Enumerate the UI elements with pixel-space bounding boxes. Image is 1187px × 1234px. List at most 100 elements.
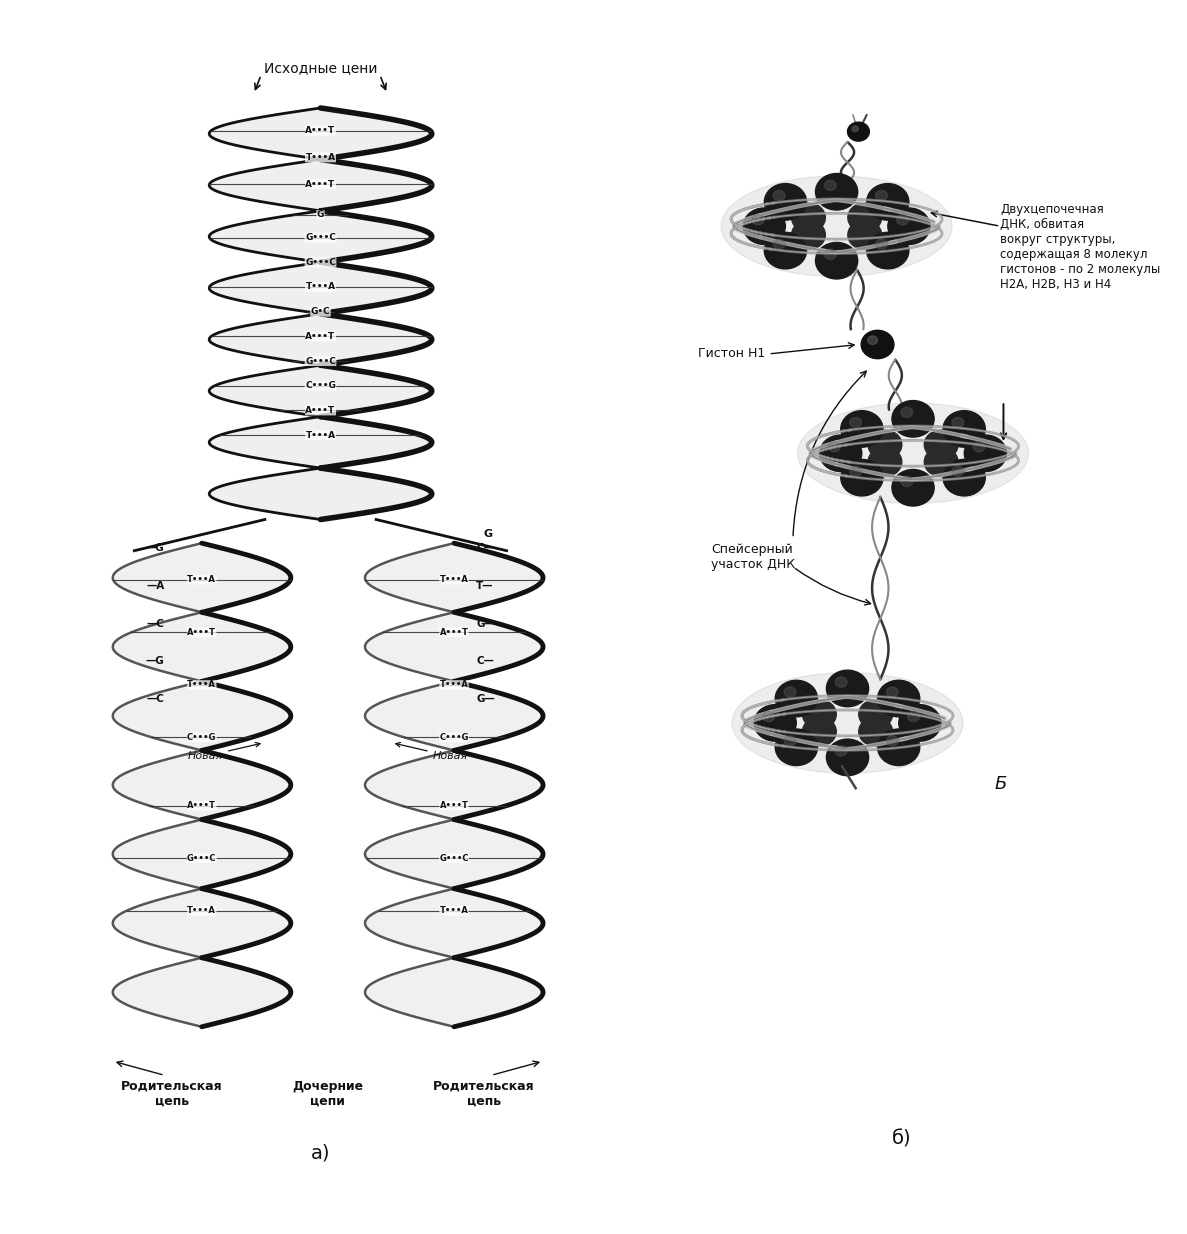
Circle shape bbox=[754, 705, 796, 742]
Polygon shape bbox=[113, 612, 291, 681]
Ellipse shape bbox=[798, 404, 1029, 503]
Text: A•••T: A•••T bbox=[305, 126, 336, 135]
Circle shape bbox=[819, 436, 862, 471]
Text: T•••A: T•••A bbox=[188, 680, 216, 690]
Polygon shape bbox=[366, 681, 542, 750]
Text: —G: —G bbox=[146, 543, 165, 553]
Polygon shape bbox=[113, 888, 291, 958]
Circle shape bbox=[867, 232, 909, 269]
Circle shape bbox=[785, 735, 796, 747]
Polygon shape bbox=[366, 819, 542, 888]
Circle shape bbox=[743, 209, 786, 244]
Text: —G: —G bbox=[146, 656, 165, 666]
Circle shape bbox=[877, 729, 920, 765]
Circle shape bbox=[925, 431, 958, 459]
Circle shape bbox=[868, 447, 902, 476]
Circle shape bbox=[773, 190, 785, 201]
Circle shape bbox=[887, 735, 899, 747]
Text: Гистон Н1: Гистон Н1 bbox=[698, 348, 766, 360]
Text: Исходные цени: Исходные цени bbox=[264, 60, 377, 75]
Text: —C: —C bbox=[147, 695, 165, 705]
Circle shape bbox=[826, 670, 869, 707]
Circle shape bbox=[908, 712, 920, 722]
Circle shape bbox=[964, 436, 1007, 471]
Text: —C: —C bbox=[147, 618, 165, 628]
Circle shape bbox=[891, 401, 934, 437]
Circle shape bbox=[973, 442, 985, 452]
Text: Родительская
цепь: Родительская цепь bbox=[121, 1080, 223, 1108]
Circle shape bbox=[836, 677, 848, 687]
Text: Дочерние
цепи: Дочерние цепи bbox=[292, 1080, 363, 1108]
Text: T•••A: T•••A bbox=[188, 575, 216, 585]
Text: A•••T: A•••T bbox=[188, 628, 216, 637]
Circle shape bbox=[775, 680, 818, 717]
Text: Новая: Новая bbox=[395, 743, 468, 761]
Circle shape bbox=[952, 466, 964, 476]
Circle shape bbox=[848, 204, 882, 232]
Circle shape bbox=[764, 184, 806, 220]
Text: T•••A: T•••A bbox=[439, 680, 469, 690]
Polygon shape bbox=[209, 159, 432, 211]
Circle shape bbox=[848, 122, 869, 141]
Polygon shape bbox=[113, 681, 291, 750]
Circle shape bbox=[792, 204, 825, 232]
Polygon shape bbox=[209, 109, 432, 159]
Circle shape bbox=[925, 447, 958, 476]
Polygon shape bbox=[366, 750, 542, 819]
Polygon shape bbox=[113, 750, 291, 819]
Polygon shape bbox=[366, 958, 542, 1027]
Text: C•••G: C•••G bbox=[188, 733, 216, 742]
Circle shape bbox=[896, 215, 908, 225]
Circle shape bbox=[868, 431, 902, 459]
Text: G•••C: G•••C bbox=[188, 854, 216, 863]
Circle shape bbox=[852, 126, 858, 132]
Text: G•C: G•C bbox=[311, 307, 330, 316]
Circle shape bbox=[861, 331, 894, 359]
Text: T•••A: T•••A bbox=[439, 575, 469, 585]
Circle shape bbox=[858, 717, 893, 747]
Polygon shape bbox=[366, 888, 542, 958]
Text: T•••A: T•••A bbox=[188, 906, 216, 916]
Text: A•••T: A•••T bbox=[188, 801, 216, 811]
Circle shape bbox=[901, 476, 913, 486]
Text: G—: G— bbox=[476, 695, 495, 705]
Text: Спейсерный
участок ДНК: Спейсерный участок ДНК bbox=[711, 543, 795, 571]
Circle shape bbox=[763, 712, 775, 722]
Circle shape bbox=[944, 411, 985, 447]
Circle shape bbox=[876, 190, 888, 201]
Circle shape bbox=[775, 729, 818, 765]
Text: A•••T: A•••T bbox=[439, 801, 469, 811]
Circle shape bbox=[764, 232, 806, 269]
Circle shape bbox=[944, 459, 985, 496]
Text: A•••T: A•••T bbox=[439, 628, 469, 637]
Circle shape bbox=[829, 442, 840, 452]
Polygon shape bbox=[366, 612, 542, 681]
Circle shape bbox=[899, 705, 941, 742]
Text: A•••T: A•••T bbox=[305, 180, 336, 189]
Text: A•••T: A•••T bbox=[305, 406, 336, 415]
Text: G•••C: G•••C bbox=[439, 854, 469, 863]
Circle shape bbox=[753, 215, 764, 225]
Polygon shape bbox=[209, 211, 432, 263]
Circle shape bbox=[888, 209, 931, 244]
Circle shape bbox=[824, 180, 836, 190]
Circle shape bbox=[792, 220, 825, 249]
Polygon shape bbox=[113, 958, 291, 1027]
Text: а): а) bbox=[311, 1144, 330, 1162]
Circle shape bbox=[840, 411, 883, 447]
Polygon shape bbox=[209, 313, 432, 365]
Text: C•••G: C•••G bbox=[305, 381, 336, 390]
Polygon shape bbox=[209, 365, 432, 417]
Ellipse shape bbox=[721, 176, 952, 276]
Circle shape bbox=[826, 739, 869, 776]
Circle shape bbox=[891, 469, 934, 506]
Text: —A: —A bbox=[146, 581, 165, 591]
Circle shape bbox=[850, 466, 862, 476]
Text: T—: T— bbox=[476, 581, 494, 591]
Circle shape bbox=[887, 687, 899, 697]
Polygon shape bbox=[209, 263, 432, 313]
Circle shape bbox=[802, 700, 837, 729]
Circle shape bbox=[848, 220, 882, 249]
Text: C—: C— bbox=[476, 543, 494, 553]
Polygon shape bbox=[366, 543, 542, 612]
